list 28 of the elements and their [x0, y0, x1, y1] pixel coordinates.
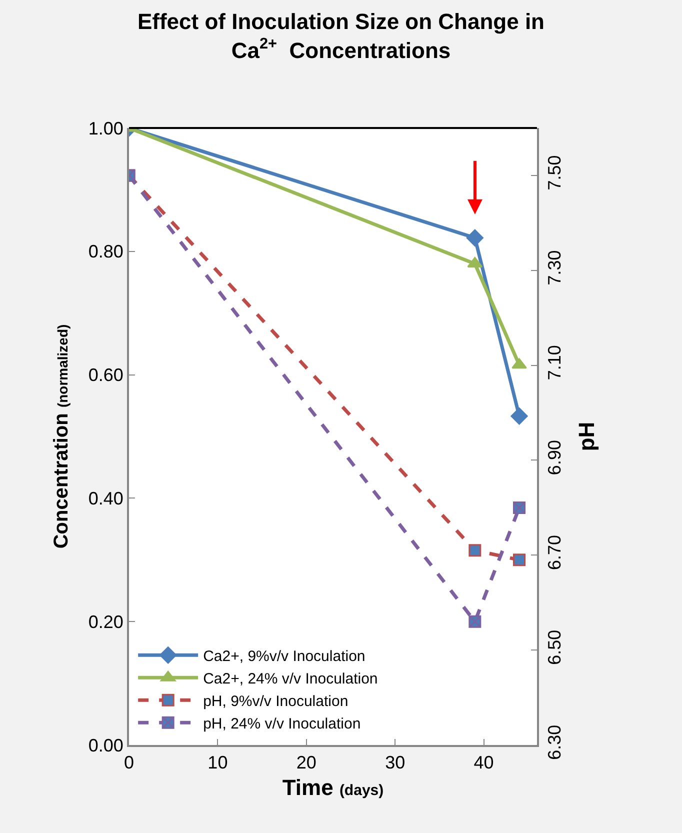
x-tick-label: 0: [124, 752, 134, 773]
y-tick-label: 0.00: [88, 735, 124, 756]
y-tick-label: 0.60: [88, 365, 124, 386]
x-tick-label: 20: [296, 752, 316, 773]
y2-axis-title: pH: [574, 422, 599, 452]
y-tick-label: 1.00: [88, 118, 124, 138]
x-tick-label: 10: [208, 752, 228, 773]
x-axis-title: Time (days): [282, 775, 384, 800]
y-axis-title: Concentration (normalized): [50, 324, 72, 549]
y2-tick-label: 6.50: [544, 630, 565, 665]
y-tick-label: 0.40: [88, 488, 124, 508]
point: [513, 554, 526, 566]
legend-label: Ca2+, 9%v/v Inoculation: [203, 648, 366, 665]
legend-label: Ca2+, 24% v/v Inoculation: [203, 670, 378, 688]
legend-label: pH, 9%v/v Inoculation: [203, 692, 348, 710]
y-tick-label: 0.80: [88, 242, 124, 262]
y2-tick-label: 7.30: [544, 250, 565, 286]
legend-label: pH, 24% v/v Inoculation: [203, 715, 361, 732]
x-tick-label: 40: [474, 752, 494, 773]
y2-tick-label: 6.70: [544, 534, 565, 570]
y-tick-label: 0.20: [88, 612, 124, 632]
x-tick-label: 30: [385, 752, 406, 773]
chart-title: Effect of Inoculation Size on Change in Ca$^{2+}$ Concentrations: [137, 9, 545, 63]
point: [468, 544, 482, 557]
y2-tick-label: 6.30: [544, 724, 565, 760]
y2-tick-label: 6.90: [544, 440, 565, 476]
y2-tick-label: 7.10: [544, 345, 565, 380]
y2-tick-label: 7.50: [544, 155, 565, 190]
